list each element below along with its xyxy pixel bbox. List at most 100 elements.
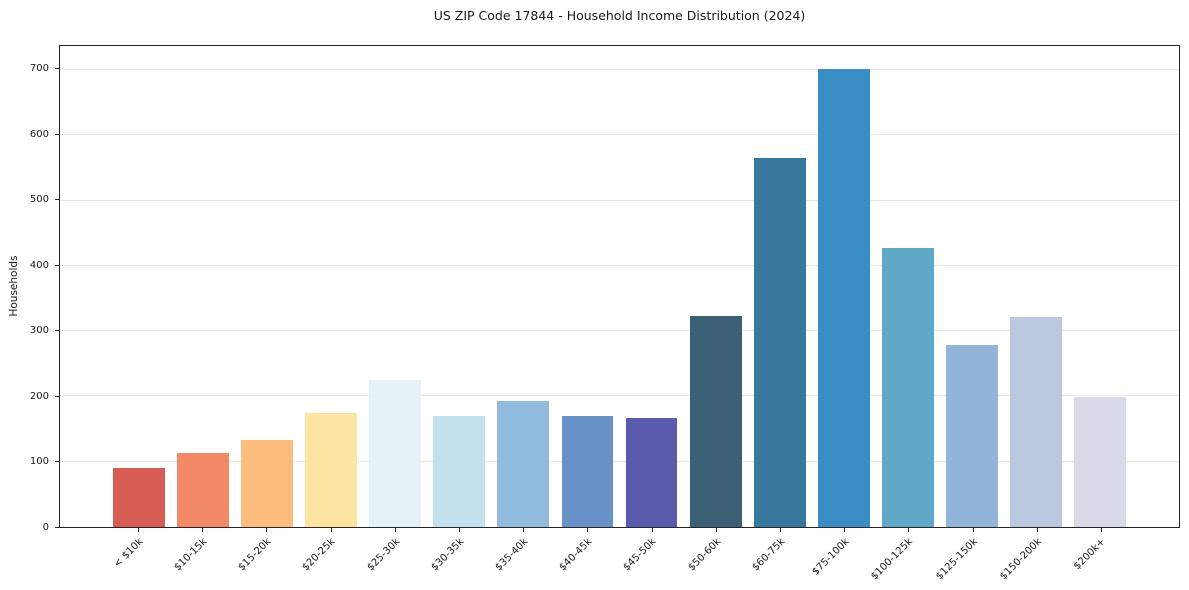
- gridline: [60, 264, 1179, 266]
- y-tick-label: 0: [42, 522, 49, 533]
- bar-slot: [299, 46, 363, 527]
- x-tick-label: $200k+: [1072, 536, 1108, 573]
- y-tick-label: 700: [29, 63, 49, 75]
- plot-area: [59, 45, 1180, 528]
- gridline: [60, 134, 1179, 136]
- x-tick-mark: [779, 528, 781, 532]
- bar-slot: [684, 46, 748, 527]
- x-slot: $15-20k: [234, 528, 298, 590]
- x-tick-mark: [844, 528, 846, 532]
- x-tick-mark: [523, 528, 525, 532]
- gridline: [60, 69, 1179, 71]
- x-slot: < $10k: [106, 528, 170, 590]
- bar: [369, 380, 422, 527]
- x-slot: $30-35k: [427, 528, 491, 590]
- x-axis: < $10k $10-15k $15-20k $20-25k $25-30k $30-35…: [59, 528, 1180, 590]
- x-tick-mark: [651, 528, 653, 532]
- bar-slot: [940, 46, 1004, 527]
- y-tick-mark: [55, 68, 59, 70]
- bar-slot: [620, 46, 684, 527]
- y-tick-mark: [55, 527, 59, 528]
- bar-slot: [555, 46, 619, 527]
- y-tick-label: 600: [29, 128, 49, 140]
- x-tick-label: $25-30k: [364, 536, 402, 574]
- chart-title: US ZIP Code 17844 - Household Income Dis…: [433, 8, 806, 23]
- x-tick-label: $45-50k: [621, 536, 659, 574]
- bar-slot: [812, 46, 876, 527]
- bar: [945, 344, 998, 527]
- x-slot: $40-45k: [555, 528, 619, 590]
- x-tick-mark: [138, 528, 140, 532]
- x-tick-label: $60-75k: [750, 536, 788, 574]
- x-tick-mark: [459, 528, 461, 532]
- x-slot: $10-15k: [170, 528, 234, 590]
- x-slot: $60-75k: [748, 528, 812, 590]
- gridline: [60, 395, 1179, 397]
- x-tick-label: $35-40k: [493, 536, 531, 574]
- bar: [625, 418, 678, 527]
- x-slot: $20-25k: [299, 528, 363, 590]
- x-tick-mark: [202, 528, 204, 532]
- bar: [753, 158, 806, 527]
- bar: [1074, 397, 1126, 527]
- y-tick-mark: [55, 264, 59, 266]
- x-tick-label: $50-60k: [685, 536, 723, 574]
- bar: [881, 248, 934, 527]
- bar-slot: [363, 46, 427, 527]
- x-tick-mark: [394, 528, 396, 532]
- x-tick-mark: [1100, 528, 1102, 532]
- y-axis: 0 100 200 300 400 500 600 700: [0, 45, 59, 533]
- bar: [817, 68, 870, 527]
- x-tick-mark: [330, 528, 332, 532]
- y-tick-mark: [55, 330, 59, 332]
- y-tick-label: 100: [29, 456, 49, 468]
- x-tick-label: $10-15k: [172, 536, 210, 574]
- x-slot: $100-125k: [869, 528, 940, 590]
- bar: [305, 413, 358, 527]
- x-slot: $75-100k: [809, 528, 876, 590]
- bar: [241, 440, 294, 527]
- x-tick-label: $40-45k: [557, 536, 595, 574]
- bar-slot: [876, 46, 940, 527]
- bar: [433, 416, 486, 527]
- x-tick-label: $150-200k: [997, 536, 1044, 583]
- bar: [497, 401, 550, 527]
- x-slot: $50-60k: [684, 528, 748, 590]
- y-tick-mark: [55, 461, 59, 463]
- bar: [177, 452, 230, 527]
- bar-slot: [491, 46, 555, 527]
- x-tick-label: $75-100k: [809, 536, 852, 578]
- x-tick-label: $15-20k: [236, 536, 274, 574]
- bars-container: [60, 46, 1179, 527]
- x-slot: $35-40k: [491, 528, 555, 590]
- y-tick-mark: [55, 133, 59, 135]
- x-slot: $125-150k: [934, 528, 1004, 590]
- bar: [689, 316, 742, 527]
- y-tick-label: 200: [29, 390, 49, 402]
- x-tick-label: $125-150k: [933, 536, 980, 583]
- x-tick-mark: [715, 528, 717, 532]
- bar: [1009, 316, 1062, 527]
- x-slot: $150-200k: [998, 528, 1069, 590]
- x-tick-label: < $10k: [111, 536, 146, 570]
- x-tick-label: $100-125k: [869, 536, 916, 583]
- x-tick-mark: [908, 528, 910, 532]
- bar: [561, 416, 614, 527]
- bar-slot: [748, 46, 812, 527]
- x-tick-mark: [587, 528, 589, 532]
- gridline: [60, 460, 1179, 462]
- bar: [113, 467, 165, 527]
- x-slot: $200k+: [1069, 528, 1133, 590]
- bar-slot: [427, 46, 491, 527]
- x-tick-mark: [1036, 528, 1038, 532]
- x-tick-label: $30-35k: [429, 536, 467, 574]
- bar-slot: [171, 46, 235, 527]
- x-tick-mark: [972, 528, 974, 532]
- x-tick-mark: [266, 528, 268, 532]
- bar-slot: [107, 46, 171, 527]
- y-tick-label: 300: [29, 325, 49, 337]
- gridline: [60, 199, 1179, 201]
- gridline: [60, 330, 1179, 332]
- x-tick-label: $20-25k: [300, 536, 338, 574]
- bar-slot: [1068, 46, 1132, 527]
